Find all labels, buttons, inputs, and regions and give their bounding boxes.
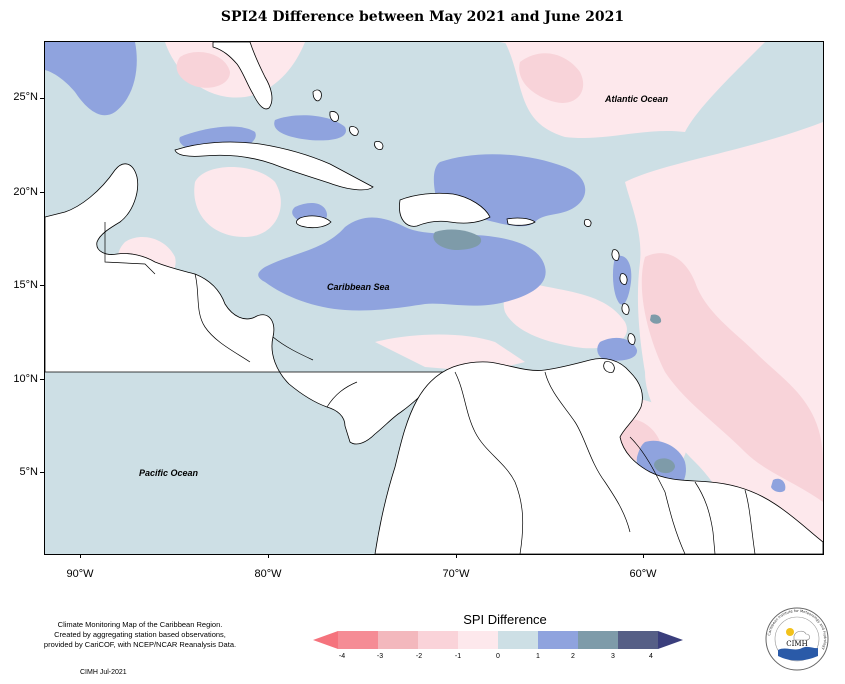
x-tick-70w: 70°W: [442, 568, 470, 580]
description-line: provided by CariCOF, with NCEP/NCAR Rean…: [43, 640, 237, 649]
legend-swatch: [418, 631, 458, 649]
legend-title: SPI Difference: [463, 612, 547, 627]
pacific-ocean-label: Pacific Ocean: [139, 468, 199, 478]
legend-swatch: [578, 631, 618, 649]
map-description: Climate Monitoring Map of the Caribbean …: [20, 620, 260, 650]
map-area: Atlantic Ocean Caribbean Sea Pacific Oce…: [44, 41, 824, 555]
caribbean-sea-label: Caribbean Sea: [327, 282, 390, 292]
y-tickmark: [40, 98, 44, 99]
legend-swatch: [538, 631, 578, 649]
logo-text: CIMH: [786, 640, 807, 648]
legend-swatch: [618, 631, 658, 649]
x-tick-60w: 60°W: [629, 568, 657, 580]
legend-swatch: [458, 631, 498, 649]
legend-tick: 3: [611, 653, 615, 660]
legend-tick: 1: [536, 653, 540, 660]
legend-swatch: [338, 631, 378, 649]
wave-icon: [778, 646, 818, 661]
map-title: SPI24 Difference between May 2021 and Ju…: [220, 9, 625, 25]
cloud-icon: [793, 630, 810, 641]
y-tick-15n: 15°N: [13, 279, 38, 291]
y-tickmark: [40, 192, 44, 193]
x-tickmark: [456, 554, 457, 558]
legend-tick: -4: [338, 653, 346, 660]
y-tickmark: [40, 285, 44, 286]
y-tick-10n: 10°N: [13, 373, 38, 385]
y-tick-5n: 5°N: [19, 466, 38, 478]
y-tick-20n: 20°N: [13, 186, 38, 198]
legend-swatch: [378, 631, 418, 649]
spi-map-canvas: [45, 42, 823, 554]
x-tick-80w: 80°W: [254, 568, 282, 580]
sun-icon: [786, 628, 794, 636]
legend-tick: 0: [496, 653, 500, 660]
land-masses: [45, 42, 823, 554]
strong-positive-regions: [433, 229, 675, 474]
x-tickmark: [643, 554, 644, 558]
legend-tick: -1: [454, 653, 462, 660]
legend-tick: 4: [649, 653, 653, 660]
legend-arrow-left: [313, 631, 338, 649]
description-line: Created by aggregating station based obs…: [54, 630, 226, 639]
y-tickmark: [40, 379, 44, 380]
x-tickmark: [80, 554, 81, 558]
legend-swatch: [498, 631, 538, 649]
x-tick-90w: 90°W: [66, 568, 94, 580]
y-tick-25n: 25°N: [13, 91, 38, 103]
legend-arrow-right: [658, 631, 683, 649]
country-borders: [104, 222, 756, 554]
x-tickmark: [268, 554, 269, 558]
description-line: Climate Monitoring Map of the Caribbean …: [57, 620, 223, 629]
atlantic-ocean-label: Atlantic Ocean: [605, 94, 669, 104]
legend-tick: -3: [376, 653, 384, 660]
legend-colorbar: [313, 631, 683, 649]
y-tickmark: [40, 472, 44, 473]
credit-text: CIMH Jul-2021: [80, 669, 127, 676]
cimh-logo: CIMH Caribbean Institute for Meteorology…: [765, 607, 829, 671]
legend-tick: -2: [415, 653, 423, 660]
stronger-negative-regions: [176, 52, 823, 502]
legend-tick: 2: [571, 653, 575, 660]
